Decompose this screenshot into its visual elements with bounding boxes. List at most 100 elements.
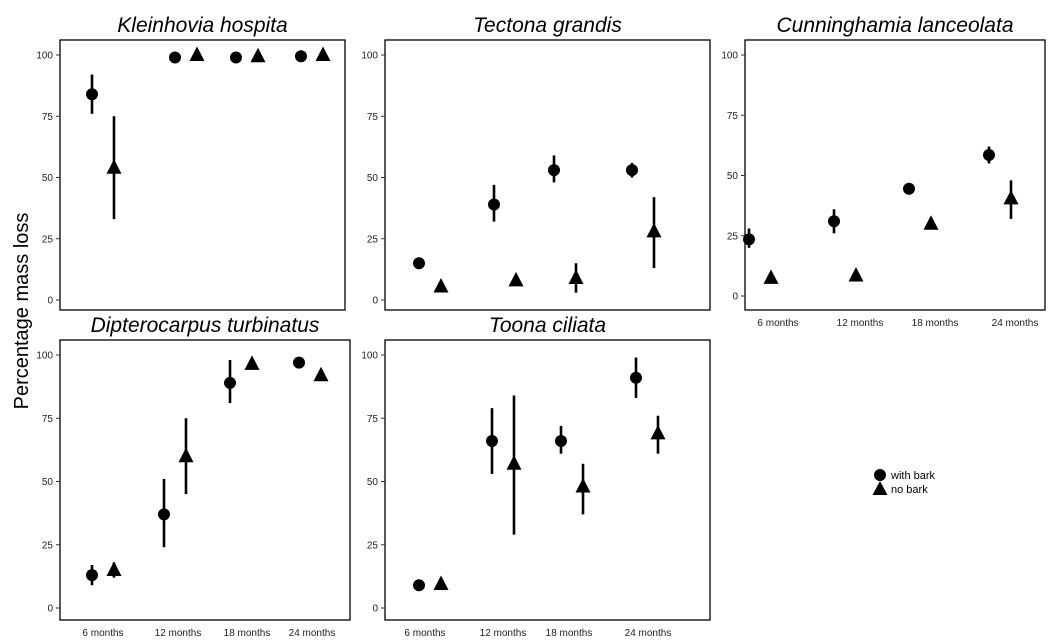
legend-label: no bark	[891, 484, 928, 496]
data-point-with-bark	[86, 88, 98, 101]
y-tick-label: 50	[42, 173, 54, 184]
panel-frame	[384, 339, 711, 621]
data-point-with-bark	[486, 435, 498, 448]
data-point-no-bark	[568, 269, 584, 284]
y-tick-label: 25	[367, 540, 379, 551]
y-tick-label: 0	[372, 604, 378, 615]
data-point-with-bark	[413, 257, 425, 270]
y-tick-label: 100	[36, 51, 53, 62]
legend-key-with-bark	[874, 469, 886, 481]
data-point-with-bark	[488, 198, 500, 211]
x-tick-label: 6 months	[82, 628, 123, 639]
data-point-with-bark	[555, 435, 567, 448]
panel-title: Tectona grandis	[473, 14, 622, 37]
data-point-no-bark	[189, 46, 205, 61]
x-tick-label: 6 months	[757, 318, 798, 329]
y-tick-label: 25	[367, 234, 379, 245]
panel-title: Kleinhovia hospita	[117, 14, 287, 37]
y-tick-label: 100	[721, 51, 738, 62]
facet-panel: Kleinhovia hospita 0 25 50 75 100	[36, 14, 346, 311]
y-tick-label: 50	[727, 171, 739, 182]
data-point-no-bark	[313, 366, 329, 382]
data-point-no-bark	[508, 271, 524, 287]
data-point-with-bark	[224, 376, 236, 389]
panel-frame	[59, 339, 351, 621]
data-point-no-bark	[650, 424, 666, 440]
y-tick-label: 50	[367, 477, 379, 488]
x-tick-label: 12 months	[480, 628, 527, 639]
facet-panel: Dipterocarpus turbinatus 0 25 50 75 100 6 mont…	[36, 314, 351, 639]
data-point-with-bark	[903, 182, 915, 195]
data-point-no-bark	[433, 575, 449, 590]
panel-title: Cunninghamia lanceolata	[777, 14, 1014, 37]
y-tick-label: 75	[367, 112, 379, 123]
data-point-no-bark	[506, 455, 522, 470]
data-point-no-bark	[315, 46, 331, 61]
x-tick-label: 24 months	[625, 628, 672, 639]
panel-title: Toona ciliata	[489, 314, 606, 337]
x-tick-label: 24 months	[992, 318, 1039, 329]
data-point-with-bark	[86, 569, 98, 582]
data-point-no-bark	[1003, 189, 1019, 205]
panel-frame	[384, 39, 711, 311]
legend-label: with bark	[890, 470, 936, 482]
x-tick-label: 18 months	[912, 318, 959, 329]
data-point-with-bark	[743, 233, 755, 246]
data-point-no-bark	[848, 267, 864, 282]
y-tick-label: 0	[732, 292, 738, 303]
y-tick-label: 25	[727, 231, 739, 242]
x-tick-label: 18 months	[224, 628, 271, 639]
y-tick-label: 75	[367, 414, 379, 425]
y-tick-label: 0	[47, 296, 53, 307]
x-tick-label: 6 months	[404, 628, 445, 639]
data-point-with-bark	[983, 149, 995, 162]
y-tick-label: 50	[367, 173, 379, 184]
legend-key-no-bark	[872, 481, 888, 495]
data-point-no-bark	[646, 222, 662, 238]
x-tick-label: 12 months	[155, 628, 202, 639]
x-tick-label: 18 months	[546, 628, 593, 639]
legend: with bark no bark	[872, 469, 936, 496]
data-point-no-bark	[250, 47, 266, 63]
y-tick-label: 75	[42, 414, 54, 425]
data-point-with-bark	[630, 371, 642, 384]
data-point-with-bark	[158, 508, 170, 521]
data-point-no-bark	[575, 478, 591, 493]
facet-panel: Tectona grandis 0 25 50 75 100	[361, 14, 711, 311]
y-tick-label: 25	[42, 540, 54, 551]
facet-panel: Toona ciliata 0 25 50 75 100 6 months 12 months…	[361, 314, 711, 639]
panel-title: Dipterocarpus turbinatus	[91, 314, 320, 337]
data-point-with-bark	[293, 356, 305, 369]
y-tick-label: 100	[361, 51, 378, 62]
data-point-with-bark	[548, 164, 560, 177]
y-tick-label: 75	[42, 112, 54, 123]
facet-panel: Cunninghamia lanceolata 0 25 50 75 100 6 month…	[721, 14, 1046, 329]
data-point-with-bark	[626, 164, 638, 177]
panel-frame	[744, 39, 1046, 311]
data-point-no-bark	[923, 215, 939, 230]
data-point-with-bark	[230, 51, 242, 64]
data-point-no-bark	[763, 269, 779, 284]
y-tick-label: 0	[47, 604, 53, 615]
y-axis-title: Percentage mass loss	[11, 213, 33, 410]
data-point-with-bark	[828, 215, 840, 228]
y-tick-label: 25	[42, 234, 54, 245]
y-tick-label: 100	[361, 351, 378, 362]
data-point-with-bark	[169, 51, 181, 64]
x-tick-label: 12 months	[837, 318, 884, 329]
data-point-no-bark	[244, 355, 260, 370]
data-point-no-bark	[106, 159, 122, 174]
data-point-no-bark	[433, 278, 449, 293]
data-point-no-bark	[106, 561, 122, 577]
y-tick-label: 0	[372, 296, 378, 307]
y-tick-label: 50	[42, 477, 54, 488]
x-tick-label: 24 months	[289, 628, 336, 639]
data-point-no-bark	[178, 447, 194, 463]
data-point-with-bark	[413, 579, 425, 592]
y-tick-label: 100	[36, 351, 53, 362]
y-tick-label: 75	[727, 111, 739, 122]
panel-frame	[59, 39, 346, 311]
data-point-with-bark	[295, 50, 307, 63]
